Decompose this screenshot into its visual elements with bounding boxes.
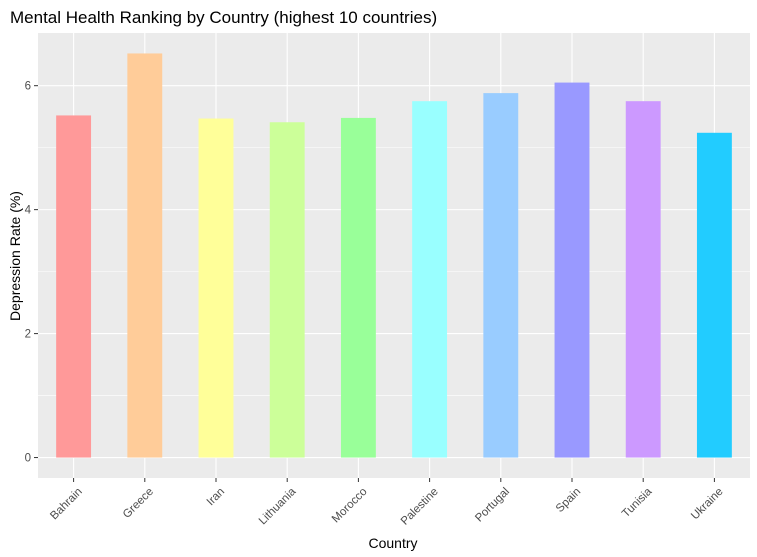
bar-bahrain [56,115,92,458]
x-tick-label: Portugal [473,486,512,525]
x-tick-label: Tunisia [620,485,655,520]
y-tick-label: 0 [25,453,31,465]
x-axis-title: Country [368,535,417,551]
y-axis-title: Depression Rate (%) [7,191,23,321]
x-tick-label: Ukraine [689,486,726,523]
x-tick-label: Spain [554,486,583,515]
y-tick-label: 4 [25,205,32,217]
y-tick-label: 2 [25,329,31,341]
x-tick-label: Greece [121,486,156,521]
chart-title: Mental Health Ranking by Country (highes… [10,8,437,27]
bar-tunisia [625,101,661,458]
x-tick-label: Morocco [330,486,370,526]
x-tick-label: Palestine [399,486,441,528]
x-tick-label: Bahrain [48,486,85,523]
bar-greece [127,53,163,458]
bars [56,53,732,458]
bar-iran [198,118,234,458]
bar-ukraine [696,132,732,458]
bar-portugal [483,93,519,458]
x-tick-label: Iran [205,486,228,509]
bar-spain [554,82,590,458]
bar-palestine [412,101,448,458]
x-tick-label: Lithuania [257,485,299,527]
bar-lithuania [269,122,305,458]
y-tick-label: 6 [25,81,31,93]
bar-morocco [340,117,376,458]
x-axis: Bahrain Greece Iran Lithuania Morocco Palesti… [48,478,726,528]
y-axis: 0 2 4 6 [25,81,38,465]
